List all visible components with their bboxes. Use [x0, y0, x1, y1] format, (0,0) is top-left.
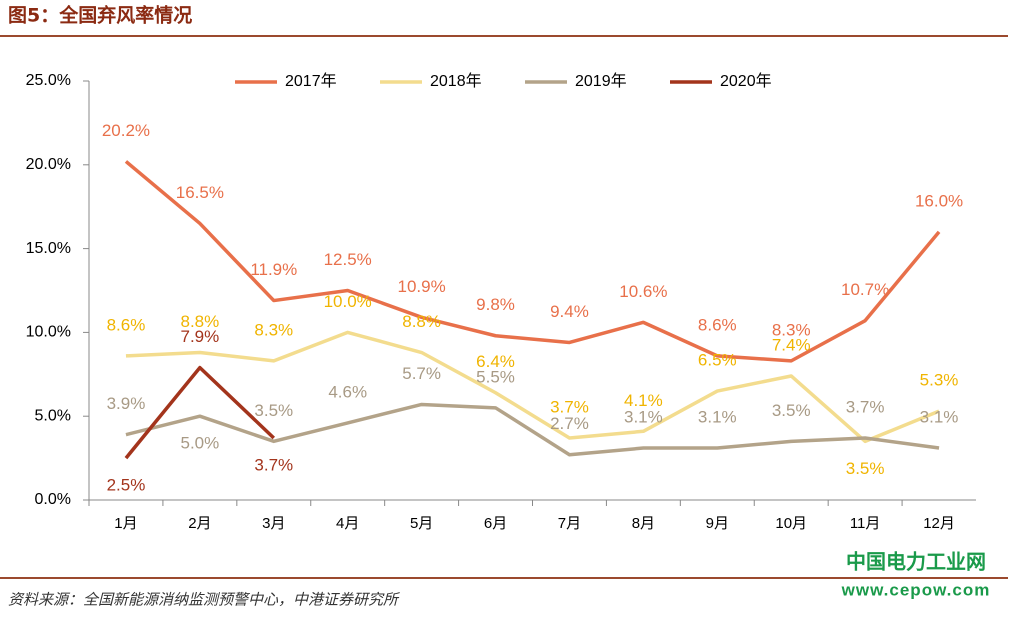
data-label: 20.2%	[102, 121, 150, 140]
data-label: 3.9%	[107, 394, 146, 413]
data-label: 3.7%	[846, 397, 885, 416]
data-label: 16.5%	[176, 183, 224, 202]
x-tick-label: 12月	[923, 515, 955, 532]
legend-label: 2017年	[285, 72, 337, 90]
data-label: 3.1%	[624, 408, 663, 427]
data-label: 2.7%	[550, 414, 589, 433]
data-label: 8.3%	[254, 320, 293, 339]
data-label: 7.4%	[772, 335, 811, 354]
y-tick-label: 15.0%	[26, 240, 71, 257]
data-label: 5.5%	[476, 367, 515, 386]
data-label: 3.5%	[846, 459, 885, 478]
x-tick-label: 6月	[484, 515, 507, 532]
series-line	[124, 365, 275, 460]
watermark: 中国电力工业网	[846, 550, 986, 574]
data-label: 10.7%	[841, 280, 889, 299]
x-tick-label: 10月	[775, 515, 807, 532]
data-label: 8.6%	[107, 315, 146, 334]
series-line	[125, 402, 940, 457]
data-label: 2.5%	[107, 476, 146, 495]
data-label: 6.5%	[698, 351, 737, 370]
x-tick-label: 11月	[850, 515, 881, 532]
data-label: 3.7%	[254, 455, 293, 474]
data-label: 3.5%	[254, 401, 293, 420]
y-tick-label: 10.0%	[26, 324, 71, 341]
y-tick-label: 20.0%	[26, 156, 71, 173]
x-tick-label: 2月	[188, 515, 211, 532]
series-line	[125, 330, 940, 444]
data-label: 6.4%	[476, 352, 515, 371]
data-label: 3.7%	[550, 397, 589, 416]
source: 资料来源：全国新能源消纳监测预警中心，中港证券研究所	[8, 591, 400, 609]
x-tick-label: 7月	[558, 515, 581, 532]
data-label: 5.0%	[181, 434, 220, 453]
data-label: 8.3%	[772, 320, 811, 339]
series-line	[124, 160, 941, 363]
y-tick-label: 5.0%	[35, 407, 71, 424]
data-label: 5.3%	[920, 371, 959, 390]
data-label: 12.5%	[324, 250, 372, 269]
data-label: 8.8%	[181, 312, 220, 331]
data-label: 10.9%	[398, 277, 446, 296]
data-label: 10.0%	[324, 292, 372, 311]
watermark: www.cepow.com	[841, 580, 991, 599]
data-label: 3.1%	[920, 408, 959, 427]
data-label: 3.5%	[772, 401, 811, 420]
data-label: 5.7%	[402, 364, 441, 383]
x-tick-label: 9月	[706, 515, 729, 532]
data-label: 3.1%	[698, 408, 737, 427]
data-label: 7.9%	[181, 327, 220, 346]
data-label: 16.0%	[915, 191, 963, 210]
x-tick-label: 8月	[632, 515, 655, 532]
x-tick-label: 5月	[410, 515, 433, 532]
data-label: 8.6%	[698, 315, 737, 334]
y-tick-label: 25.0%	[26, 72, 71, 89]
data-label: 4.6%	[328, 382, 367, 401]
x-tick-label: 3月	[262, 515, 285, 532]
y-tick-label: 0.0%	[35, 491, 71, 508]
x-tick-label: 1月	[114, 515, 137, 532]
data-label: 4.1%	[624, 391, 663, 410]
legend-label: 2019年	[575, 72, 627, 90]
legend-label: 2018年	[430, 72, 482, 90]
x-tick-label: 4月	[336, 515, 359, 532]
data-label: 11.9%	[250, 260, 297, 279]
legend-label: 2020年	[720, 72, 772, 90]
data-label: 8.8%	[402, 312, 441, 331]
data-label: 9.4%	[550, 302, 589, 321]
chart-title: 图5：全国弃风率情况	[8, 4, 192, 27]
data-label: 9.8%	[476, 295, 515, 314]
data-label: 10.6%	[619, 282, 667, 301]
